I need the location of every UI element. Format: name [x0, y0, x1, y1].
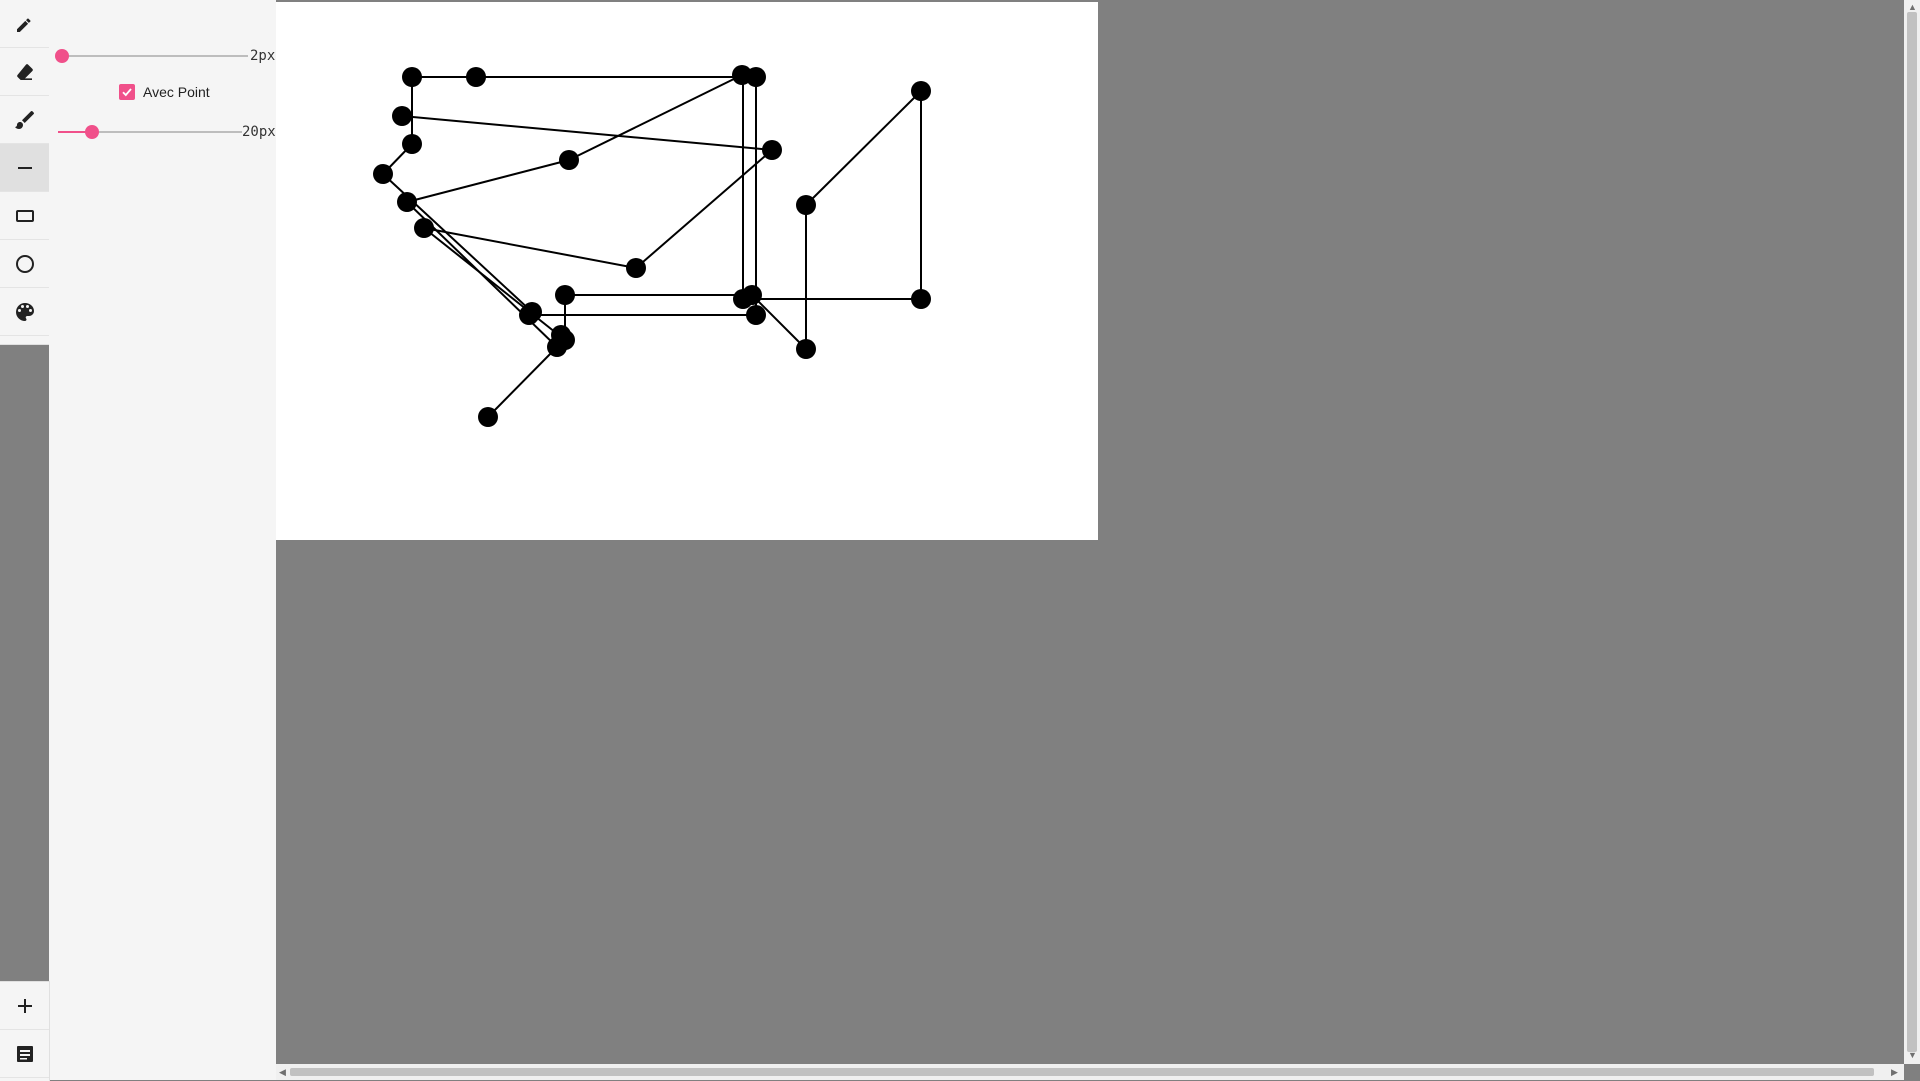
drawn-point — [466, 67, 486, 87]
scroll-right-arrow[interactable]: ▶ — [1891, 1067, 1898, 1077]
stroke-size-slider[interactable] — [55, 46, 248, 66]
pencil-tool-button[interactable] — [0, 0, 49, 48]
point-option[interactable]: Avec Point — [119, 84, 210, 100]
slider-thumb[interactable] — [55, 49, 69, 63]
drawn-point — [555, 285, 575, 305]
drawn-point — [733, 289, 753, 309]
drawn-point — [746, 67, 766, 87]
drawn-point — [402, 67, 422, 87]
note-button[interactable] — [0, 1030, 49, 1078]
point-checkbox[interactable] — [119, 84, 135, 100]
plus-button[interactable] — [0, 982, 49, 1030]
point-size-value: 20px — [242, 124, 276, 140]
drawing-canvas[interactable] — [276, 2, 1098, 540]
drawn-point — [373, 164, 393, 184]
drawn-point — [397, 192, 417, 212]
vertical-scroll-thumb[interactable] — [1907, 12, 1917, 1052]
drawn-point — [796, 195, 816, 215]
drawn-point — [746, 305, 766, 325]
point-checkbox-label: Avec Point — [143, 84, 210, 100]
slider-track — [58, 131, 242, 133]
drawn-point — [519, 305, 539, 325]
slider-thumb[interactable] — [84, 125, 99, 139]
drawn-line-segment — [423, 227, 637, 269]
scroll-up-arrow[interactable]: ▲ — [1908, 2, 1917, 12]
drawn-line-segment — [805, 90, 922, 206]
check-icon — [122, 88, 132, 97]
stroke-size-value: 2px — [250, 48, 276, 64]
scroll-down-arrow[interactable]: ▼ — [1908, 1050, 1917, 1060]
drawn-point — [911, 81, 931, 101]
workspace — [276, 0, 1904, 1064]
drawn-line-segment — [401, 115, 773, 151]
drawn-line-segment — [635, 149, 773, 269]
drawn-line-segment — [406, 159, 570, 203]
plus-icon — [17, 998, 32, 1013]
rectangle-icon — [15, 209, 34, 222]
drawn-line-segment — [423, 227, 566, 341]
slider-fill — [58, 131, 92, 133]
drawn-point — [392, 106, 412, 126]
drawn-point — [796, 339, 816, 359]
brush-icon — [14, 110, 34, 129]
drawn-point — [762, 140, 782, 160]
slider-track — [62, 55, 248, 57]
circle-icon — [15, 254, 34, 273]
vertical-scrollbar[interactable]: ▲ ▼ — [1904, 0, 1920, 1064]
drawn-point — [547, 337, 567, 357]
drawn-point — [626, 258, 646, 278]
eraser-icon — [16, 63, 33, 80]
drawn-line-segment — [751, 294, 807, 350]
options-panel: 2px Avec Point 20px — [49, 0, 276, 1080]
scroll-left-arrow[interactable]: ◀ — [279, 1067, 286, 1077]
palette-icon — [15, 302, 34, 321]
pencil-icon — [16, 17, 31, 32]
drawn-point — [414, 218, 434, 238]
bottom-toolbar — [0, 981, 50, 1081]
line-tool-button[interactable] — [0, 144, 49, 192]
drawing-svg — [373, 65, 931, 427]
palette-tool-button[interactable] — [0, 288, 49, 336]
drawn-point — [911, 289, 931, 309]
drawn-line-segment — [568, 74, 743, 161]
drawn-point — [559, 150, 579, 170]
eraser-tool-button[interactable] — [0, 48, 49, 96]
circle-tool-button[interactable] — [0, 240, 49, 288]
line-icon — [17, 166, 32, 169]
tool-sidebar — [0, 0, 50, 345]
drawn-point — [402, 134, 422, 154]
horizontal-scrollbar[interactable]: ◀ ▶ — [276, 1064, 1904, 1080]
drawn-line-segment — [487, 346, 558, 418]
brush-tool-button[interactable] — [0, 96, 49, 144]
note-icon — [16, 1045, 33, 1062]
point-size-slider[interactable] — [58, 122, 242, 142]
horizontal-scroll-thumb[interactable] — [290, 1068, 1874, 1076]
rectangle-tool-button[interactable] — [0, 192, 49, 240]
drawn-point — [478, 407, 498, 427]
